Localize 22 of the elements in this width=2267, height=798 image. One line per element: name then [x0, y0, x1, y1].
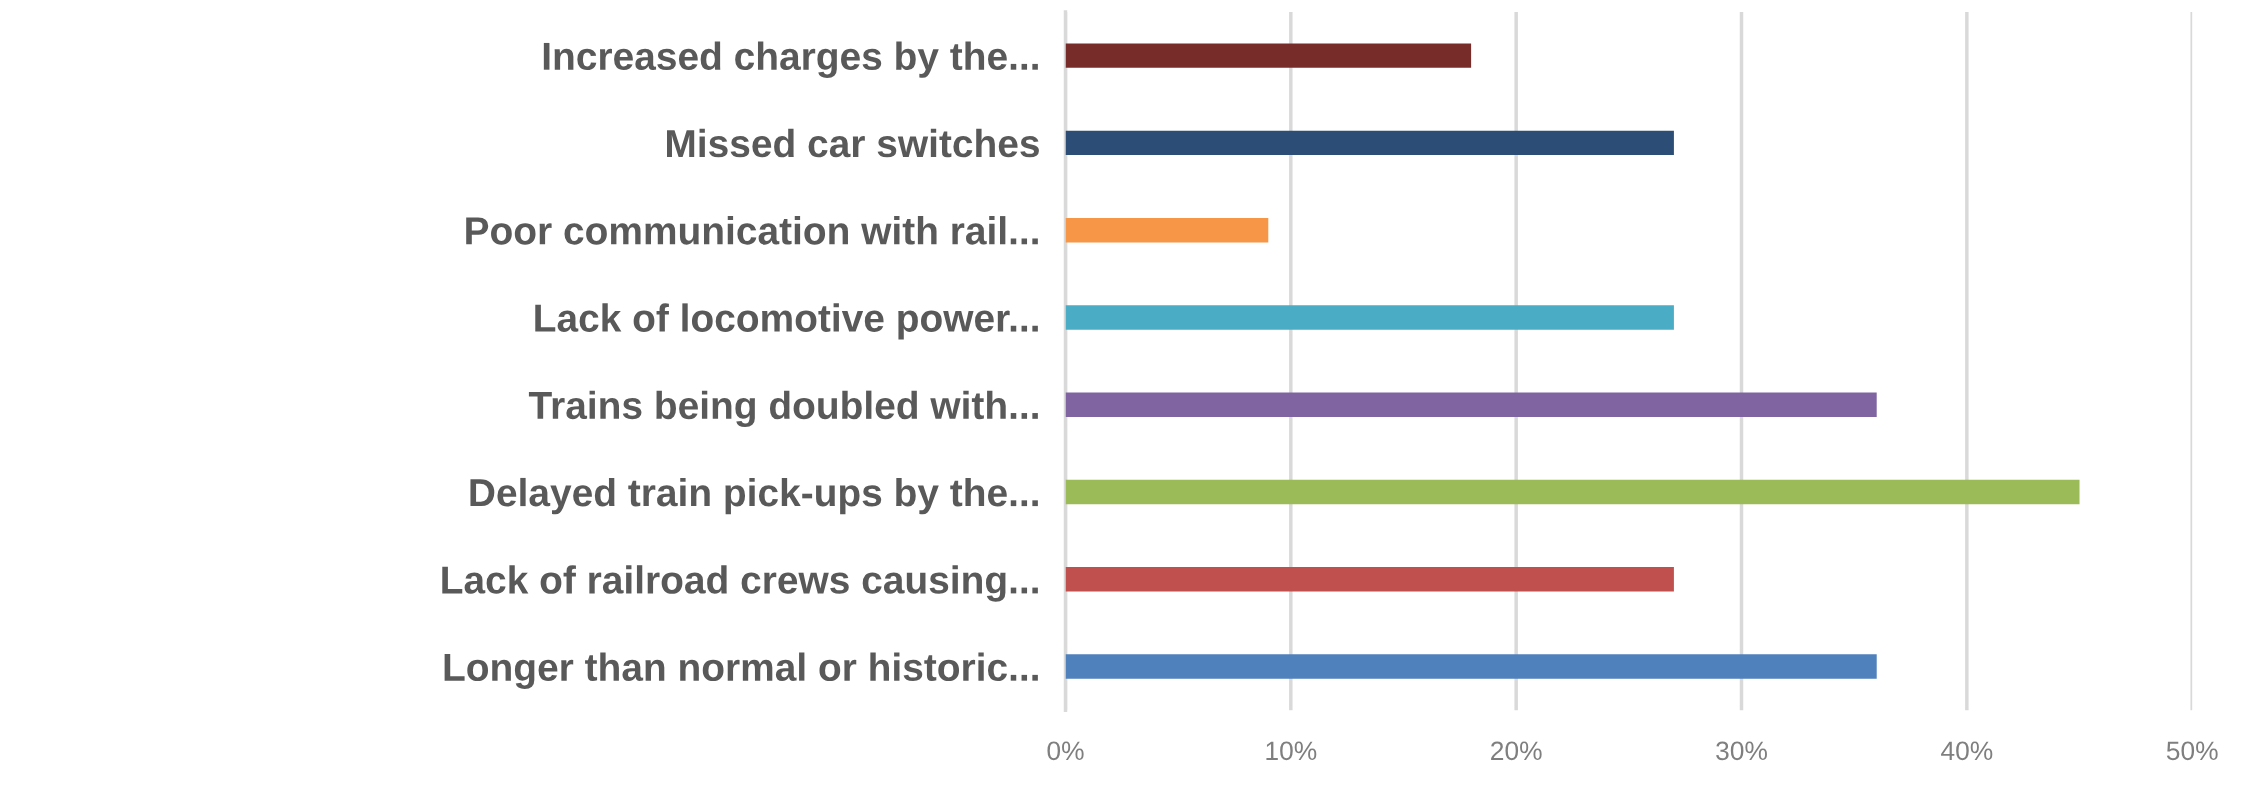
x-tick-label: 30%: [1716, 741, 1767, 761]
bar: [1065, 479, 2080, 505]
bar: [1065, 654, 1877, 679]
x-tick-label: 0%: [1047, 741, 1084, 761]
y-tick-label: Poor communication with rail...: [466, 216, 1038, 245]
y-tick-label: Trains being doubled with...: [528, 390, 1038, 428]
bar: [1065, 567, 1674, 592]
bar: [1065, 305, 1674, 330]
x-tick-label: 40%: [1941, 741, 1993, 761]
y-tick-label: Increased charges by the...: [543, 41, 1038, 78]
bar: [1065, 217, 1269, 243]
y-tick-label: Lack of railroad crews causing...: [442, 565, 1038, 602]
y-tick-label: Missed car switches: [667, 128, 1039, 158]
y-tick-label: Delayed train pick-ups by the...: [470, 477, 1038, 515]
x-tick-label: 20%: [1491, 741, 1542, 761]
y-tick-label: Longer than normal or historic...: [444, 652, 1038, 689]
bar: [1065, 392, 1877, 417]
x-tick-label: 50%: [2166, 741, 2218, 761]
bar: [1065, 43, 1472, 68]
bar: [1065, 130, 1674, 156]
x-tick-label: 10%: [1266, 741, 1317, 761]
y-tick-label: Lack of locomotive power...: [535, 303, 1038, 340]
